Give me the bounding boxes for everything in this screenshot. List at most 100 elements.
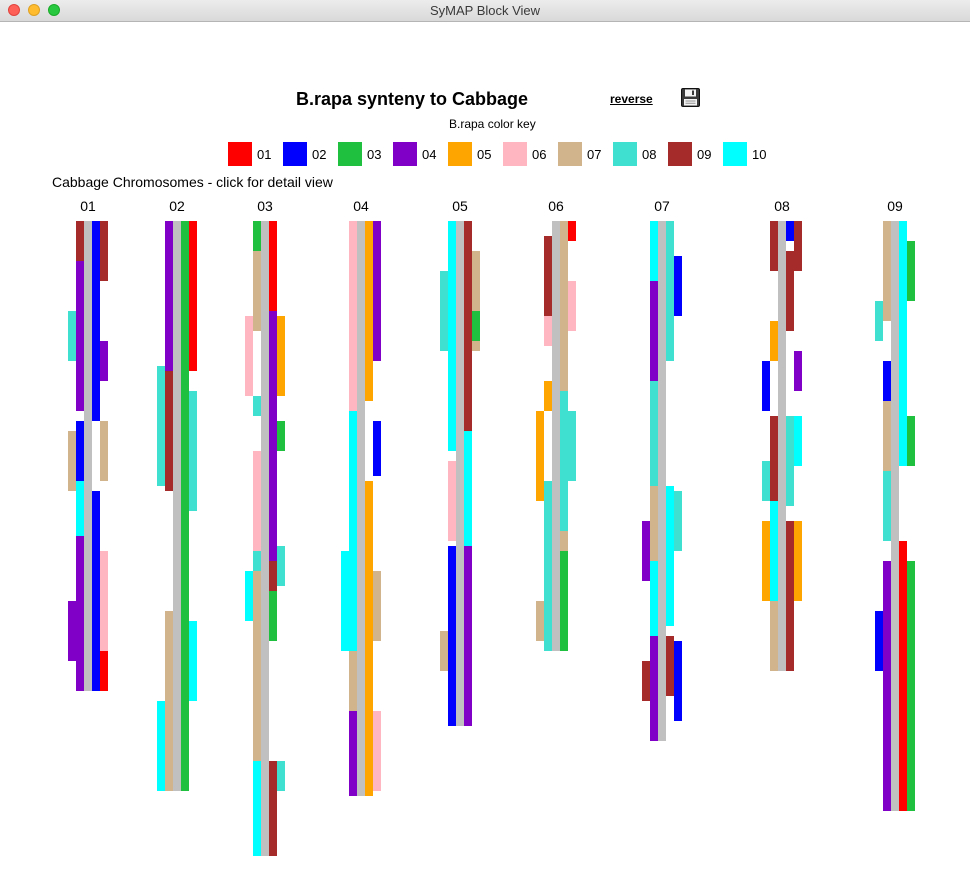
synteny-block[interactable]	[650, 281, 658, 381]
chromosome-bar[interactable]	[357, 221, 365, 796]
synteny-block[interactable]	[568, 281, 576, 331]
synteny-block[interactable]	[786, 416, 794, 506]
synteny-block[interactable]	[544, 316, 552, 346]
synteny-block[interactable]	[349, 651, 357, 711]
synteny-block[interactable]	[883, 561, 891, 811]
chromosome-label-06[interactable]: 06	[548, 198, 564, 214]
chromosome-03[interactable]	[245, 221, 285, 856]
synteny-block[interactable]	[770, 416, 778, 516]
synteny-block[interactable]	[92, 221, 100, 421]
synteny-block[interactable]	[277, 316, 285, 396]
synteny-block[interactable]	[189, 621, 197, 701]
synteny-block[interactable]	[373, 571, 381, 641]
synteny-block[interactable]	[448, 221, 456, 451]
synteny-block[interactable]	[786, 251, 794, 331]
synteny-block[interactable]	[464, 431, 472, 551]
chromosome-bar[interactable]	[658, 221, 666, 741]
chromosome-08[interactable]	[762, 221, 802, 671]
synteny-block[interactable]	[253, 251, 261, 331]
synteny-block[interactable]	[245, 316, 253, 396]
chromosome-bar[interactable]	[891, 221, 899, 811]
synteny-block[interactable]	[100, 651, 108, 691]
synteny-block[interactable]	[666, 636, 674, 696]
synteny-block[interactable]	[341, 551, 349, 651]
synteny-block[interactable]	[794, 351, 802, 391]
synteny-block[interactable]	[92, 491, 100, 691]
synteny-block[interactable]	[76, 421, 84, 481]
synteny-block[interactable]	[568, 411, 576, 481]
synteny-block[interactable]	[762, 361, 770, 411]
synteny-block[interactable]	[907, 561, 915, 811]
synteny-block[interactable]	[650, 561, 658, 641]
synteny-block[interactable]	[76, 221, 84, 241]
synteny-block[interactable]	[76, 261, 84, 411]
synteny-block[interactable]	[76, 536, 84, 691]
synteny-block[interactable]	[373, 711, 381, 791]
synteny-block[interactable]	[181, 221, 189, 791]
synteny-block[interactable]	[100, 551, 108, 691]
chromosome-label-08[interactable]: 08	[774, 198, 790, 214]
chromosome-09[interactable]	[875, 221, 915, 811]
synteny-block[interactable]	[899, 221, 907, 466]
chromosome-label-05[interactable]: 05	[452, 198, 468, 214]
synteny-block[interactable]	[883, 401, 891, 471]
synteny-block[interactable]	[373, 221, 381, 361]
synteny-block[interactable]	[253, 396, 261, 416]
synteny-block[interactable]	[650, 636, 658, 741]
synteny-block[interactable]	[883, 221, 891, 321]
synteny-block[interactable]	[165, 221, 173, 371]
synteny-block[interactable]	[277, 761, 285, 791]
chromosome-02[interactable]	[157, 221, 197, 791]
synteny-block[interactable]	[899, 541, 907, 811]
chromosome-label-09[interactable]: 09	[887, 198, 903, 214]
synteny-block[interactable]	[349, 711, 357, 796]
chromosome-04[interactable]	[341, 221, 381, 796]
zoom-window-button[interactable]	[48, 4, 60, 16]
synteny-block[interactable]	[253, 571, 261, 761]
synteny-block[interactable]	[365, 221, 373, 401]
chromosome-label-01[interactable]: 01	[80, 198, 96, 214]
synteny-block[interactable]	[269, 761, 277, 856]
synteny-block[interactable]	[875, 611, 883, 671]
synteny-block[interactable]	[666, 221, 674, 361]
synteny-block[interactable]	[642, 661, 650, 701]
synteny-block[interactable]	[68, 601, 76, 661]
synteny-block[interactable]	[189, 221, 197, 371]
synteny-block[interactable]	[373, 421, 381, 476]
synteny-block[interactable]	[794, 416, 802, 466]
close-window-button[interactable]	[8, 4, 20, 16]
chromosome-07[interactable]	[642, 221, 682, 741]
chromosome-label-02[interactable]: 02	[169, 198, 185, 214]
synteny-block[interactable]	[883, 361, 891, 401]
synteny-block[interactable]	[544, 236, 552, 316]
synteny-block[interactable]	[674, 491, 682, 551]
synteny-block[interactable]	[440, 631, 448, 671]
synteny-block[interactable]	[568, 221, 576, 241]
synteny-block[interactable]	[544, 481, 552, 651]
synteny-block[interactable]	[165, 611, 173, 791]
synteny-block[interactable]	[642, 521, 650, 581]
reverse-link[interactable]: reverse	[610, 92, 653, 106]
synteny-block[interactable]	[157, 701, 165, 791]
synteny-block[interactable]	[762, 521, 770, 601]
synteny-block[interactable]	[269, 221, 277, 311]
synteny-block[interactable]	[883, 471, 891, 541]
minimize-window-button[interactable]	[28, 4, 40, 16]
synteny-block[interactable]	[786, 521, 794, 671]
chromosome-01[interactable]	[68, 221, 108, 691]
synteny-block[interactable]	[68, 431, 76, 491]
synteny-block[interactable]	[770, 501, 778, 601]
synteny-block[interactable]	[794, 221, 802, 271]
chromosome-06[interactable]	[536, 221, 576, 651]
synteny-block[interactable]	[189, 391, 197, 511]
synteny-block[interactable]	[253, 761, 261, 856]
synteny-block[interactable]	[770, 221, 778, 271]
synteny-block[interactable]	[674, 641, 682, 721]
synteny-block[interactable]	[907, 416, 915, 466]
synteny-block[interactable]	[666, 486, 674, 626]
synteny-block[interactable]	[464, 546, 472, 726]
synteny-block[interactable]	[349, 221, 357, 411]
chromosome-label-04[interactable]: 04	[353, 198, 369, 214]
synteny-block[interactable]	[770, 321, 778, 361]
synteny-block[interactable]	[770, 601, 778, 671]
